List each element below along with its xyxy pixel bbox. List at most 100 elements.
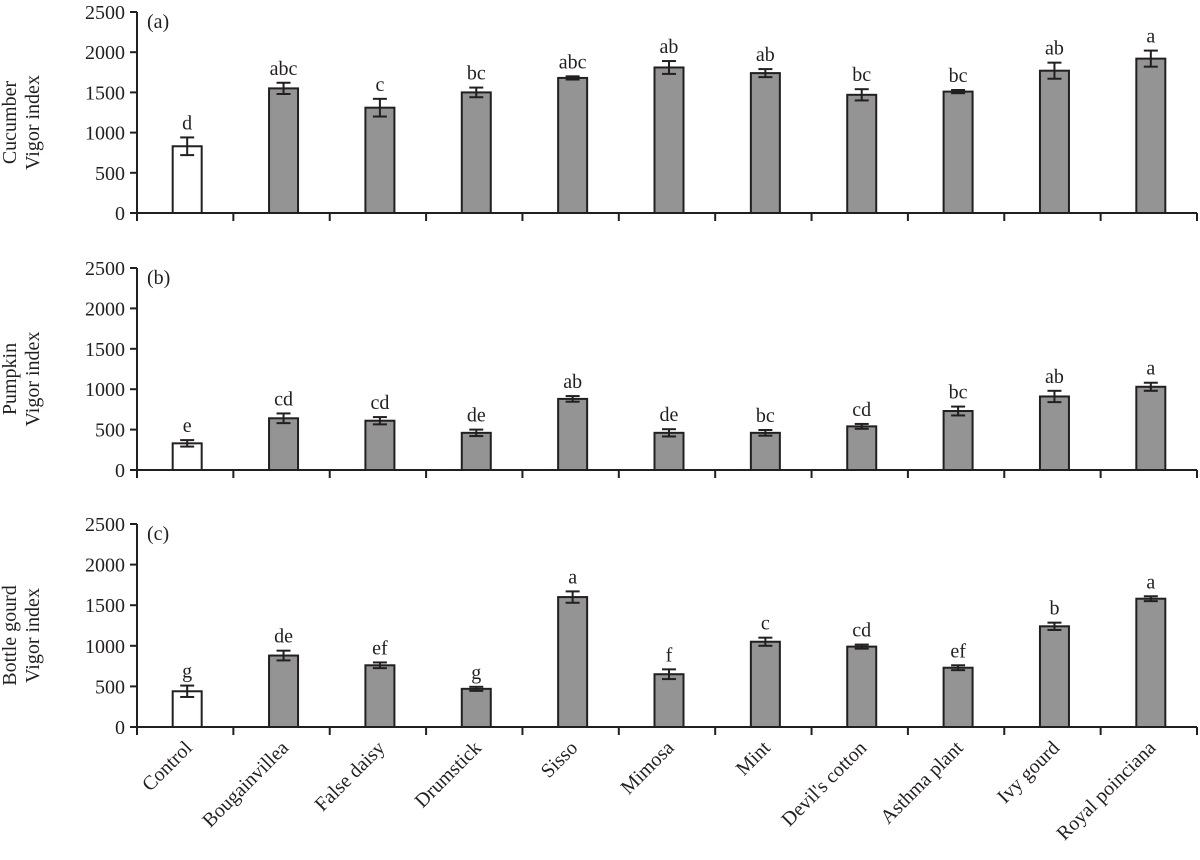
significance-letter: de xyxy=(467,405,486,427)
significance-letter: ab xyxy=(1045,366,1064,388)
bar xyxy=(749,431,781,471)
significance-letter: e xyxy=(183,415,192,437)
significance-letter: a xyxy=(1146,571,1155,593)
x-tick-label: Control xyxy=(138,737,197,796)
y-axis-label-line1: Pumpkin xyxy=(0,343,21,415)
significance-letter: cd xyxy=(852,399,871,421)
panel-label: (c) xyxy=(147,523,169,545)
panel-label: (a) xyxy=(147,11,169,33)
significance-letter: bc xyxy=(852,64,871,86)
bar xyxy=(268,417,300,471)
significance-letter: bc xyxy=(949,382,968,404)
y-tick-label: 500 xyxy=(95,420,125,442)
significance-letter: g xyxy=(182,661,192,683)
bar xyxy=(460,91,492,214)
x-tick-label: Mimosa xyxy=(617,737,679,799)
x-tick-label: Mint xyxy=(732,737,775,780)
bar xyxy=(364,106,396,214)
significance-letter: b xyxy=(1049,598,1059,620)
bar xyxy=(749,640,781,728)
bar xyxy=(653,673,685,728)
y-tick-label: 1000 xyxy=(85,123,125,145)
bar xyxy=(653,66,685,214)
y-axis-label-line1: Bottle gourd xyxy=(0,585,21,686)
significance-letter: ab xyxy=(1045,38,1064,60)
x-tick-label: Drumstick xyxy=(411,737,486,812)
significance-letter: abc xyxy=(559,51,587,73)
significance-letter: ef xyxy=(372,637,388,659)
significance-letter: ab xyxy=(660,36,679,58)
bar xyxy=(460,431,492,471)
y-axis-label-line1: Cucumber xyxy=(0,81,21,165)
significance-letter: a xyxy=(568,566,577,588)
panel-c: 0 500 1000 1500 2000 2500 Bottle gourd Vigor in… xyxy=(0,514,1198,845)
y-tick-label: 500 xyxy=(95,676,125,698)
bar xyxy=(364,664,396,729)
bar xyxy=(846,425,878,472)
y-tick-label: 500 xyxy=(95,163,125,185)
y-tick-label: 2500 xyxy=(85,514,125,536)
bar xyxy=(1038,395,1070,471)
y-tick-label: 1500 xyxy=(85,339,125,361)
y-tick-label: 2000 xyxy=(85,42,125,64)
significance-letter: de xyxy=(660,404,679,426)
significance-letter: a xyxy=(1146,26,1155,48)
bar xyxy=(1135,385,1167,471)
bar xyxy=(1135,57,1167,214)
x-tick-label: Asthma plant xyxy=(876,737,968,829)
bar xyxy=(942,666,974,728)
significance-letter: bc xyxy=(467,63,486,85)
bar xyxy=(557,397,589,471)
y-tick-label: 1500 xyxy=(85,595,125,617)
bar xyxy=(171,145,203,215)
significance-letter: d xyxy=(182,112,192,134)
x-tick-label: Royal poinciana xyxy=(1052,737,1160,845)
bar xyxy=(557,76,589,215)
bar xyxy=(846,645,878,728)
y-tick-label: 2000 xyxy=(85,298,125,320)
bar xyxy=(942,410,974,471)
y-axis-label-line2: Vigor index xyxy=(22,75,44,170)
x-tick-label: Bougainvillea xyxy=(198,737,293,832)
bar xyxy=(846,93,878,214)
bar xyxy=(268,87,300,214)
bar xyxy=(942,90,974,214)
x-tick-label: Ivy gourd xyxy=(993,737,1064,808)
y-tick-label: 2500 xyxy=(85,258,125,280)
bar xyxy=(1038,625,1070,729)
panel-a: 0 500 1000 1500 2000 2500 Cucumber Vigor index (… xyxy=(0,2,1198,225)
x-tick-label: Devil's cotton xyxy=(777,737,871,831)
significance-letter: c xyxy=(375,74,384,96)
significance-letter: ab xyxy=(563,371,582,393)
significance-letter: g xyxy=(471,662,481,684)
y-tick-label: 1000 xyxy=(85,379,125,401)
y-tick-label: 2500 xyxy=(85,2,125,24)
significance-letter: bc xyxy=(949,65,968,87)
panel-b: 0 500 1000 1500 2000 2500 Pumpkin Vigor index (b… xyxy=(0,258,1198,482)
significance-letter: f xyxy=(666,644,673,666)
significance-letter: bc xyxy=(756,405,775,427)
y-tick-label: 0 xyxy=(115,203,125,225)
bar xyxy=(460,687,492,728)
y-tick-label: 1000 xyxy=(85,636,125,658)
bar xyxy=(653,431,685,471)
significance-letter: ef xyxy=(950,640,966,662)
y-axis-label-line2: Vigor index xyxy=(22,588,44,683)
significance-letter: cd xyxy=(370,392,389,414)
significance-letter: cd xyxy=(274,388,293,410)
bar xyxy=(749,72,781,214)
significance-letter: de xyxy=(274,626,293,648)
bar xyxy=(268,654,300,729)
y-tick-label: 0 xyxy=(115,717,125,739)
bar xyxy=(1038,69,1070,214)
significance-letter: abc xyxy=(270,58,298,80)
x-tick-label: False daisy xyxy=(311,737,390,816)
bar xyxy=(1135,597,1167,728)
panel-label: (b) xyxy=(147,267,170,289)
significance-letter: cd xyxy=(852,620,871,642)
y-tick-label: 0 xyxy=(115,460,125,482)
bar xyxy=(364,419,396,472)
y-tick-label: 1500 xyxy=(85,82,125,104)
x-tick-label: Sisso xyxy=(537,737,582,782)
